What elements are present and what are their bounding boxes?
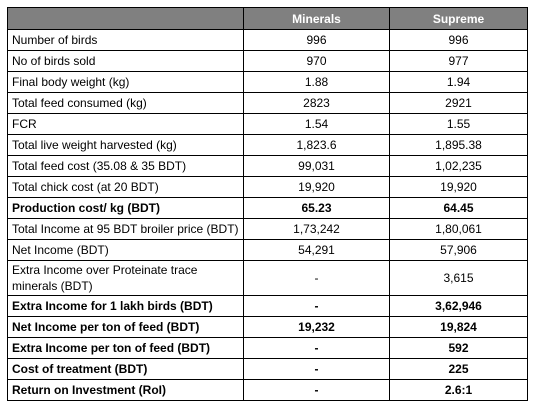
row-label: Total Income at 95 BDT broiler price (BD… [7, 218, 244, 240]
cell-value: 3,62,946 [389, 295, 528, 317]
cell-value: 19,232 [243, 316, 390, 338]
cell-value: 1,823.6 [243, 134, 390, 156]
row-label: Number of birds [7, 29, 244, 51]
column-header: Minerals [243, 7, 390, 30]
table-row: Total feed cost (35.08 & 35 BDT) 99,031 1,… [7, 155, 528, 177]
cell-value: 57,906 [389, 239, 528, 261]
table-row: Total live weight harvested (kg) 1,823.6 1… [7, 134, 528, 156]
cell-value: 977 [389, 50, 528, 72]
cell-value: - [243, 358, 390, 380]
cell-value: 64.45 [389, 197, 528, 219]
row-label: Net Income per ton of feed (BDT) [7, 316, 244, 338]
row-label: Production cost/ kg (BDT) [7, 197, 244, 219]
table-row: Production cost/ kg (BDT) 65.23 64.45 [7, 197, 528, 219]
table-row: No of birds sold 970 977 [7, 50, 528, 72]
cell-value: 2823 [243, 92, 390, 114]
table-row: Cost of treatment (BDT) -225 [7, 358, 528, 380]
header-corner [7, 7, 244, 30]
row-label: Extra Income for 1 lakh birds (BDT) [7, 295, 244, 317]
header-row: Minerals Supreme [7, 7, 528, 30]
cell-value: 1.54 [243, 113, 390, 135]
cell-value: 54,291 [243, 239, 390, 261]
cell-value: 3,615 [389, 260, 528, 296]
cell-value: 996 [243, 29, 390, 51]
cell-value: 1,02,235 [389, 155, 528, 177]
row-label: FCR [7, 113, 244, 135]
cell-value: - [243, 295, 390, 317]
table-row: Total feed consumed (kg) 2823 2921 [7, 92, 528, 114]
table-row: Final body weight (kg) 1.88 1.94 [7, 71, 528, 93]
results-table: Minerals Supreme Number of birds 996 996 No… [7, 7, 528, 401]
cell-value: 996 [389, 29, 528, 51]
cell-value: 2.6:1 [389, 379, 528, 401]
row-label: Return on Investment (RoI) [7, 379, 244, 401]
cell-value: 1.55 [389, 113, 528, 135]
table-row: Total Income at 95 BDT broiler price (BD… [7, 218, 528, 240]
cell-value: 1.88 [243, 71, 390, 93]
cell-value: 970 [243, 50, 390, 72]
row-label: Final body weight (kg) [7, 71, 244, 93]
cell-value: 2921 [389, 92, 528, 114]
cell-value: 19,920 [243, 176, 390, 198]
cell-value: 225 [389, 358, 528, 380]
cell-value: - [243, 379, 390, 401]
cell-value: 99,031 [243, 155, 390, 177]
row-label: Total feed consumed (kg) [7, 92, 244, 114]
table-body: Number of birds 996 996 No of birds sold 970… [7, 29, 528, 401]
row-label: No of birds sold [7, 50, 244, 72]
table-row: Number of birds 996 996 [7, 29, 528, 51]
row-label: Total chick cost (at 20 BDT) [7, 176, 244, 198]
cell-value: 592 [389, 337, 528, 359]
table-row: Net Income per ton of feed (BDT) 19,232 19… [7, 316, 528, 338]
table-row: Extra Income over Proteinate trace miner… [7, 260, 528, 296]
cell-value: 65.23 [243, 197, 390, 219]
row-label: Total live weight harvested (kg) [7, 134, 244, 156]
cell-value: 19,824 [389, 316, 528, 338]
cell-value: 1,895.38 [389, 134, 528, 156]
table-row: Return on Investment (RoI) -2.6:1 [7, 379, 528, 401]
row-label: Cost of treatment (BDT) [7, 358, 244, 380]
row-label: Net Income (BDT) [7, 239, 244, 261]
table-row: FCR 1.54 1.55 [7, 113, 528, 135]
table-row: Net Income (BDT) 54,291 57,906 [7, 239, 528, 261]
cell-value: - [243, 337, 390, 359]
row-label: Total feed cost (35.08 & 35 BDT) [7, 155, 244, 177]
cell-value: 19,920 [389, 176, 528, 198]
row-label: Extra Income per ton of feed (BDT) [7, 337, 244, 359]
table-row: Total chick cost (at 20 BDT) 19,920 19,920 [7, 176, 528, 198]
cell-value: 1,80,061 [389, 218, 528, 240]
table-row: Extra Income for 1 lakh birds (BDT) -3,62… [7, 295, 528, 317]
cell-value: 1.94 [389, 71, 528, 93]
column-header: Supreme [389, 7, 528, 30]
table-row: Extra Income per ton of feed (BDT) -592 [7, 337, 528, 359]
cell-value: - [243, 260, 390, 296]
cell-value: 1,73,242 [243, 218, 390, 240]
row-label: Extra Income over Proteinate trace miner… [7, 260, 244, 296]
